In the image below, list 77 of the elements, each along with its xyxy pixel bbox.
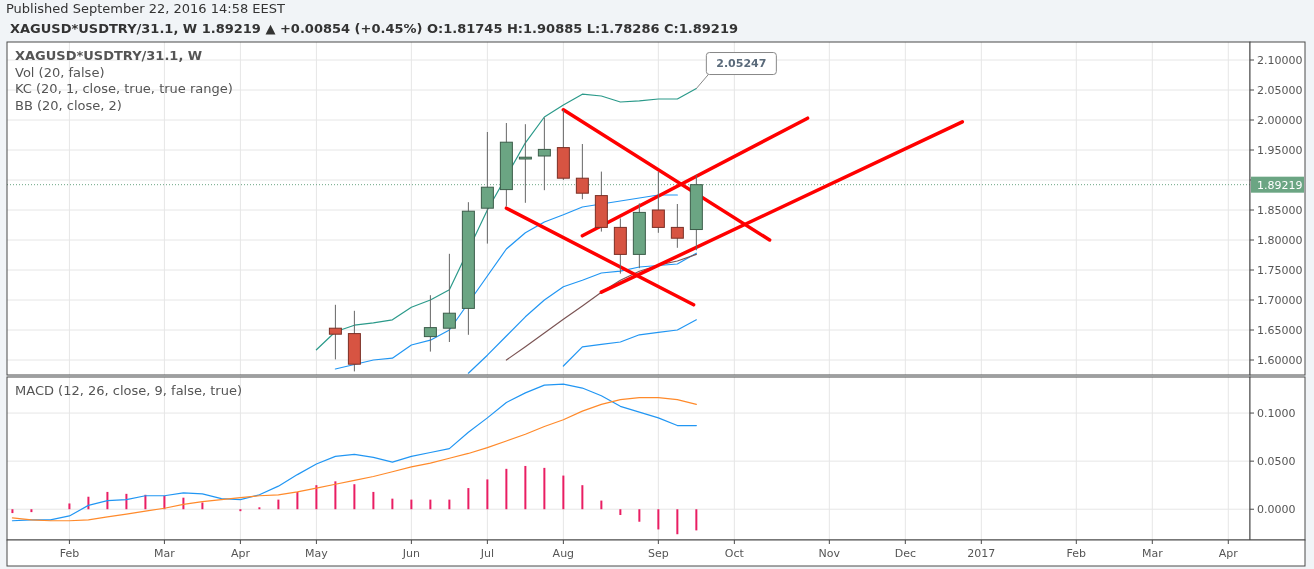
x-tick-label: Mar (1141, 547, 1164, 560)
bar (334, 481, 337, 510)
bar (353, 484, 356, 510)
y-tick-label: 1.80000 (1257, 233, 1303, 247)
bar (486, 479, 489, 510)
x-tick-label: Oct (724, 547, 745, 560)
x-tick-label: Dec (894, 547, 916, 560)
x-tick-label: Sep (647, 547, 669, 560)
bar (695, 509, 698, 531)
bar (372, 491, 375, 510)
x-tick-label: May (305, 547, 329, 560)
x-tick-label: Nov (818, 547, 841, 560)
bar (505, 468, 508, 510)
bar (11, 509, 14, 514)
y-tick-label: 1.85000 (1257, 203, 1303, 217)
y-tick-label: 1.95000 (1257, 143, 1303, 157)
y-tick-label: 1.65000 (1257, 323, 1303, 337)
y-tick-label: 1.75000 (1257, 263, 1303, 277)
bar (619, 509, 622, 515)
candlestick (423, 294, 437, 353)
bar (68, 503, 71, 510)
x-tick-label: Apr (230, 547, 251, 560)
bar (524, 465, 527, 510)
x-tick-label: Aug (552, 547, 575, 560)
bar (296, 491, 299, 510)
ref-line-label: 1.89219 (1257, 178, 1303, 192)
bar (448, 499, 451, 510)
x-tick-label: Jul (479, 547, 495, 560)
y-tick-label: 0.1000 (1257, 406, 1296, 420)
bar (429, 499, 432, 510)
text: Published September 22, 2016 14:58 EEST (6, 1, 286, 16)
bar (581, 485, 584, 510)
bar (277, 499, 280, 510)
bar (543, 467, 546, 510)
bar (30, 509, 33, 513)
y-tick-label: 0.0000 (1257, 503, 1296, 517)
y-tick-label: 2.05000 (1257, 83, 1303, 97)
bar (657, 509, 660, 530)
line-series (315, 87, 697, 351)
candlestick (537, 117, 551, 191)
bar (467, 488, 470, 510)
bar (125, 493, 128, 510)
y-tick-label: 0.0500 (1257, 454, 1296, 468)
candlestick (670, 203, 684, 249)
text: XAGUSD*USDTRY/31.1, W (15, 48, 203, 63)
bar (638, 509, 641, 522)
y-tick-label: 1.70000 (1257, 293, 1303, 307)
x-tick-label: Feb (59, 547, 80, 560)
line-series (334, 194, 678, 370)
annotation: 2.05247 (716, 57, 767, 71)
x-tick-label: Feb (1066, 547, 1087, 560)
x-tick-label: Mar (154, 547, 176, 560)
bar (562, 475, 565, 510)
y-tick-label: 2.00000 (1257, 113, 1303, 127)
line-series (467, 252, 697, 374)
bar (315, 485, 318, 510)
annotation: Vol (20, false) (15, 64, 105, 80)
annotation: KC (20, 1, close, true, true range) (15, 81, 233, 96)
bar (391, 498, 394, 510)
line-series (562, 319, 697, 367)
bar (676, 509, 679, 535)
annotation: BB (20, close, 2) (15, 97, 122, 113)
bar (600, 500, 603, 510)
x-tick-label: Jun (401, 547, 420, 560)
candlestick (442, 253, 456, 343)
x-tick-label: Apr (1218, 547, 1239, 560)
bar (410, 499, 413, 510)
candlestick (575, 143, 589, 200)
text: XAGUSD*USDTRY/31.1, W 1.89219 ▲ +0.00854 (+0.45%) O:1.81745 H:1.90885 L:1.78286 C:1.89219 (10, 21, 738, 36)
bar (106, 491, 109, 510)
bar (201, 502, 204, 510)
y-tick-label: 2.10000 (1257, 53, 1303, 67)
x-tick-label: 2017 (967, 547, 996, 560)
candlestick (651, 171, 665, 234)
y-tick-label: 1.60000 (1257, 353, 1303, 367)
text: MACD (12, 26, close, 9, false, true) (15, 383, 243, 398)
candlestick (328, 304, 342, 360)
